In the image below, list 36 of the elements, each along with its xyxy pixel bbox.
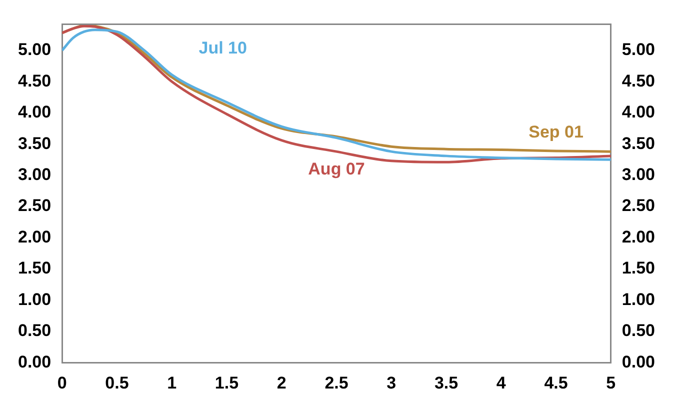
x-tick-label: 1 bbox=[167, 373, 177, 392]
y-tick-label: 2.50 bbox=[18, 196, 52, 216]
y-tick-label: 5.00 bbox=[18, 40, 52, 60]
y2-tick-label: 0.00 bbox=[622, 352, 656, 372]
y-tick-label: 3.00 bbox=[18, 164, 52, 184]
y-tick-label: 0.00 bbox=[18, 352, 52, 372]
series-label: Jul 10 bbox=[198, 38, 247, 58]
x-tick-label: 4.5 bbox=[544, 373, 568, 392]
y2-tick-label: 5.00 bbox=[622, 40, 656, 60]
x-tick-label: 2 bbox=[276, 373, 286, 392]
x-tick-label: 0 bbox=[57, 373, 67, 392]
y-tick-label: 4.00 bbox=[18, 102, 52, 122]
x-tick-label: 3 bbox=[386, 373, 396, 392]
y-tick-label: 2.00 bbox=[18, 227, 52, 246]
y2-tick-label: 3.00 bbox=[622, 164, 656, 184]
y2-tick-label: 3.50 bbox=[622, 134, 656, 153]
series-label: Aug 07 bbox=[308, 159, 365, 178]
y2-tick-label: 1.00 bbox=[622, 290, 656, 309]
y-tick-label: 4.50 bbox=[18, 71, 52, 90]
y2-tick-label: 2.00 bbox=[622, 227, 656, 246]
y-tick-label: 1.00 bbox=[18, 290, 52, 309]
x-tick-label: 4 bbox=[496, 373, 506, 392]
x-tick-label: 3.5 bbox=[434, 373, 458, 392]
y2-tick-label: 0.50 bbox=[622, 321, 656, 340]
y2-tick-label: 2.50 bbox=[622, 196, 656, 216]
series-label: Sep 01 bbox=[528, 122, 584, 142]
y-tick-label: 0.50 bbox=[18, 321, 52, 340]
y2-tick-label: 4.50 bbox=[622, 71, 656, 90]
y2-tick-label: 4.00 bbox=[622, 102, 656, 122]
x-tick-label: 1.5 bbox=[214, 373, 239, 392]
x-tick-label: 0.5 bbox=[105, 373, 129, 392]
y-tick-label: 3.50 bbox=[18, 134, 52, 153]
x-tick-label: 2.5 bbox=[324, 373, 348, 392]
y-tick-label: 1.50 bbox=[18, 258, 52, 278]
x-tick-label: 5 bbox=[606, 373, 616, 392]
y2-tick-label: 1.50 bbox=[622, 258, 656, 278]
